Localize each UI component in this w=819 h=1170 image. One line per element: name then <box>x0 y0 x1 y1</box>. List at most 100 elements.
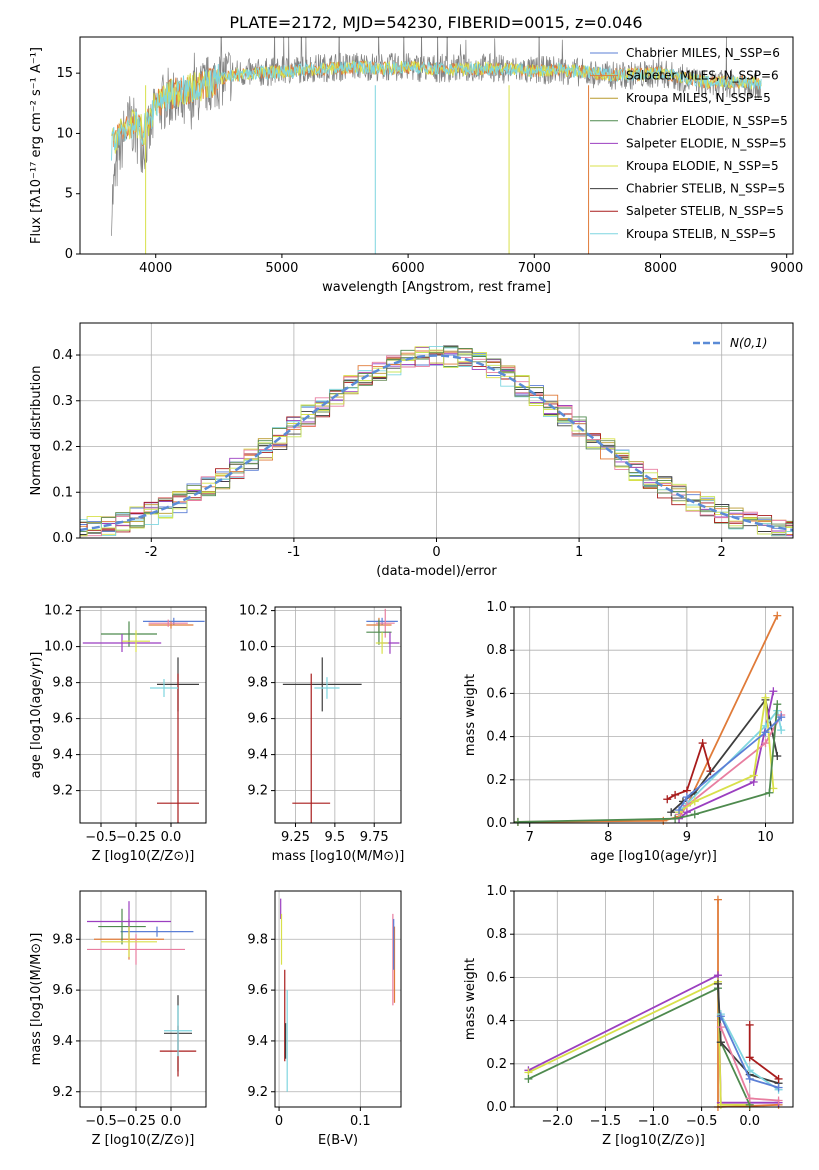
x-tick-label: 0.0 <box>739 1114 760 1129</box>
y-tick-label: 9.2 <box>52 784 73 799</box>
panel-age_vs_mass: 9.25 9.5 9.75 9.2 9.4 9.6 9.8 10.0 10.2 mass [log… <box>239 604 405 864</box>
x-tick-label: 9000 <box>770 261 803 276</box>
y-axis-label: mass [log10(M/M⊙)] <box>29 933 44 1066</box>
x-tick-label: 0 <box>432 545 440 560</box>
x-axis-label: E(B-V) <box>318 1133 358 1148</box>
errorbar-group <box>280 898 396 1092</box>
x-tick-label: 4000 <box>139 261 172 276</box>
y-tick-label: 9.8 <box>52 932 73 947</box>
y-tick-label: 0.4 <box>52 348 73 363</box>
weight-line <box>717 983 779 1085</box>
x-tick-label: 1 <box>575 545 583 560</box>
x-axis-label: age [log10(age/yr)] <box>590 849 717 864</box>
legend-label: Salpeter ELODIE, N_SSP=5 <box>626 136 787 150</box>
panel-mass_vs_Z: −0.5 −0.25 0.0 9.2 9.4 9.6 9.8 Z [log10(Z/Z⊙)] m… <box>29 890 207 1148</box>
x-tick-label: 2 <box>718 545 726 560</box>
y-tick-label: 9.8 <box>247 932 268 947</box>
x-tick-label: −0.5 <box>85 1114 117 1129</box>
x-tick-label: −0.25 <box>116 830 156 845</box>
x-tick-label: 0.0 <box>161 830 182 845</box>
y-tick-label: 0.0 <box>52 531 73 546</box>
legend-label: N(0,1) <box>730 336 767 350</box>
y-tick-label: 0.4 <box>486 730 507 745</box>
panel-mass_weight_vs_Z: −2.0 −1.5 −1.0 −0.5 0.0 0.0 0.2 0.4 0.6 0.8 1.0 Z [… <box>463 884 794 1148</box>
spectrum-lines <box>111 37 762 254</box>
x-tick-label: 9.5 <box>325 830 346 845</box>
y-tick-label: 0.6 <box>486 970 507 985</box>
y-tick-label: 9.6 <box>52 983 73 998</box>
y-tick-label: 9.6 <box>247 983 268 998</box>
x-tick-label: −0.25 <box>116 1114 156 1129</box>
y-axis-label: Normed distribution <box>29 366 44 496</box>
y-tick-label: 9.4 <box>52 1034 73 1049</box>
y-tick-label: 9.4 <box>247 748 268 763</box>
x-tick-label: 9 <box>683 830 691 845</box>
legend-label: Kroupa ELODIE, N_SSP=5 <box>626 159 779 173</box>
x-axis-label: wavelength [Angstrom, rest frame] <box>322 280 551 295</box>
x-tick-label: 0 <box>275 1114 283 1129</box>
y-tick-label: 9.6 <box>247 712 268 727</box>
x-axis-label: mass [log10(M/M⊙)] <box>272 849 405 864</box>
y-tick-label: 0.2 <box>486 1057 507 1072</box>
y-tick-label: 0.2 <box>486 773 507 788</box>
x-tick-label: 5000 <box>265 261 298 276</box>
y-tick-label: 9.6 <box>52 712 73 727</box>
y-tick-label: 9.2 <box>247 784 268 799</box>
y-tick-label: 9.8 <box>52 676 73 691</box>
x-tick-label: 7 <box>526 830 534 845</box>
y-tick-label: 1.0 <box>486 884 507 899</box>
histogram-group <box>80 345 793 537</box>
axes-frame <box>79 606 207 824</box>
panel-residuals: -2 -1 0 1 2 0.0 0.1 0.2 0.3 0.4 (data-model)/error… <box>29 322 794 579</box>
x-tick-label: −1.0 <box>638 1114 670 1129</box>
x-tick-label: 8 <box>604 830 612 845</box>
x-tick-label: 0.1 <box>350 1114 371 1129</box>
y-tick-label: 0.0 <box>486 1100 507 1115</box>
y-tick-label: 0.8 <box>486 927 507 942</box>
axes-frame <box>79 322 794 539</box>
x-tick-label: 10 <box>757 830 774 845</box>
x-tick-label: 9.75 <box>360 830 389 845</box>
x-tick-label: -1 <box>287 545 300 560</box>
x-tick-label: -2 <box>145 545 158 560</box>
x-tick-label: −0.5 <box>85 830 117 845</box>
errorbar-group <box>282 608 400 823</box>
axes-frame <box>79 36 794 255</box>
y-tick-label: 0.6 <box>486 686 507 701</box>
y-axis-label: mass weight <box>463 958 478 1040</box>
legend-label: Kroupa MILES, N_SSP=5 <box>626 91 771 105</box>
y-tick-label: 10.2 <box>239 604 268 619</box>
y-tick-label: 0.8 <box>486 643 507 658</box>
x-tick-label: 8000 <box>644 261 677 276</box>
y-tick-label: 9.2 <box>52 1085 73 1100</box>
panel-age_vs_Z: −0.5 −0.25 0.0 9.2 9.4 9.6 9.8 10.0 10.2 Z [log10… <box>29 604 207 864</box>
y-tick-label: 15 <box>56 66 73 81</box>
x-tick-label: −0.5 <box>686 1114 718 1129</box>
x-tick-label: −2.0 <box>542 1114 574 1129</box>
panel-mass_vs_ebv: 0 0.1 9.2 9.4 9.6 9.8 E(B-V) <box>247 890 402 1148</box>
legend-label: Chabrier ELODIE, N_SSP=5 <box>626 114 788 128</box>
histogram-step <box>80 346 793 529</box>
normal-curve <box>80 354 793 532</box>
x-axis-label: (data-model)/error <box>376 564 497 579</box>
axes-frame <box>79 890 207 1108</box>
y-tick-label: 10.0 <box>239 640 268 655</box>
legend-label: Chabrier MILES, N_SSP=6 <box>626 46 780 60</box>
y-tick-label: 0 <box>65 247 73 262</box>
y-axis-label: Flux [fλ10⁻¹⁷ erg cm⁻² s⁻¹ A⁻¹] <box>29 47 44 244</box>
panel-mass_weight_vs_age: 7 8 9 10 0.0 0.2 0.4 0.6 0.8 1.0 age [log10(age/yr… <box>463 600 794 864</box>
x-axis-label: Z [log10(Z/Z⊙)] <box>92 849 195 864</box>
y-axis-label: age [log10(age/yr)] <box>29 652 44 779</box>
axes-frame <box>513 606 794 824</box>
weight-line <box>528 980 750 1106</box>
y-tick-label: 9.4 <box>247 1034 268 1049</box>
panel-spectrum: 4000 5000 6000 7000 8000 9000 0 5 10 15 wavelength… <box>29 36 803 295</box>
x-axis-label: Z [log10(Z/Z⊙)] <box>92 1133 195 1148</box>
y-tick-label: 1.0 <box>486 600 507 615</box>
x-tick-label: 6000 <box>392 261 425 276</box>
y-tick-label: 10 <box>56 126 73 141</box>
axes-frame <box>513 890 794 1108</box>
axes-frame <box>274 890 402 1108</box>
y-tick-label: 5 <box>65 187 73 202</box>
